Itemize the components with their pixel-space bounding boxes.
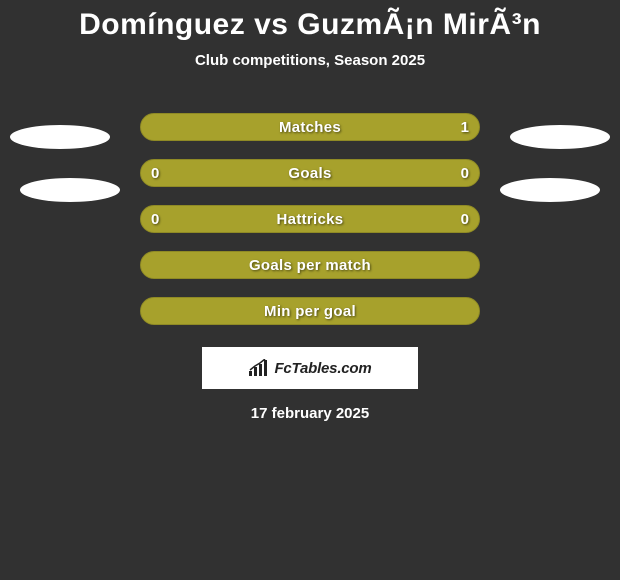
stat-label: Goals per match xyxy=(249,257,371,274)
stat-label: Goals xyxy=(288,165,331,182)
footer-date: 17 february 2025 xyxy=(0,405,620,422)
decorative-ellipse xyxy=(10,125,110,149)
stat-label: Hattricks xyxy=(277,211,344,228)
stat-right-value: 0 xyxy=(461,165,469,182)
decorative-ellipse xyxy=(20,178,120,202)
stat-row-goals-per-match: Goals per match xyxy=(140,251,480,279)
brand-box: FcTables.com xyxy=(202,347,418,389)
stat-right-value: 1 xyxy=(461,119,469,136)
stat-row-min-per-goal: Min per goal xyxy=(140,297,480,325)
stat-left-value: 0 xyxy=(151,165,159,182)
bar-chart-icon xyxy=(248,359,270,377)
brand-text: FcTables.com xyxy=(274,360,371,377)
stat-right-value: 0 xyxy=(461,211,469,228)
stat-row-matches: Matches 1 xyxy=(140,113,480,141)
page-subtitle: Club competitions, Season 2025 xyxy=(0,52,620,69)
decorative-ellipse xyxy=(510,125,610,149)
stat-label: Matches xyxy=(279,119,341,136)
page-title: Domínguez vs GuzmÃ¡n MirÃ³n xyxy=(0,0,620,42)
stat-row-goals: 0 Goals 0 xyxy=(140,159,480,187)
stat-label: Min per goal xyxy=(264,303,356,320)
stat-row-hattricks: 0 Hattricks 0 xyxy=(140,205,480,233)
decorative-ellipse xyxy=(500,178,600,202)
stat-left-value: 0 xyxy=(151,211,159,228)
